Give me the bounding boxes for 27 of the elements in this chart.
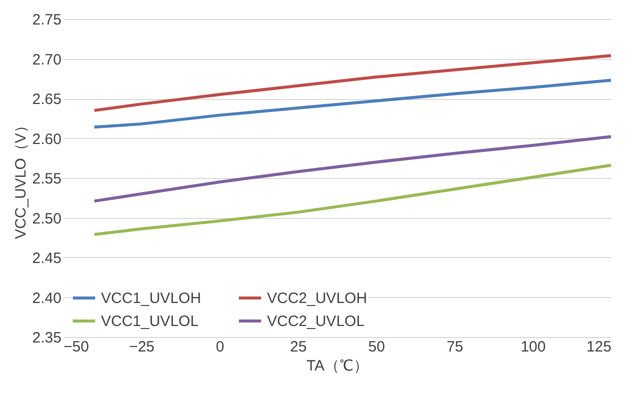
x-tick-label: −25 xyxy=(129,338,155,356)
x-tick-label: 25 xyxy=(290,338,307,356)
y-tick-label: 2.65 xyxy=(32,91,62,108)
y-tick-label: 2.50 xyxy=(32,210,62,228)
x-tick-label: −50 xyxy=(64,338,89,356)
legend-label: VCC2_UVLOL xyxy=(267,313,365,330)
y-tick-label: 2.45 xyxy=(32,250,62,267)
x-tick-label: 75 xyxy=(446,338,464,356)
y-axis-title: VCC_UVLO（V） xyxy=(12,118,30,239)
x-axis-title: TA（℃） xyxy=(306,358,369,374)
x-tick-label: 100 xyxy=(520,338,546,356)
y-tick-label: 2.35 xyxy=(32,330,62,346)
legend-label: VCC1_UVLOL xyxy=(101,313,199,330)
line-series xyxy=(92,164,612,236)
y-tick-label: 2.55 xyxy=(32,170,62,188)
legend-label: VCC1_UVLOH xyxy=(101,290,202,307)
y-tick-label: 2.75 xyxy=(32,12,62,28)
line-series xyxy=(92,135,612,203)
y-tick-label: 2.60 xyxy=(32,130,62,148)
line-series xyxy=(92,54,612,112)
y-tick-label: 2.70 xyxy=(32,51,62,68)
x-tick-label: 0 xyxy=(216,338,224,356)
x-tick-label: 125 xyxy=(586,338,612,356)
line-series xyxy=(92,78,612,129)
legend-label: VCC2_UVLOH xyxy=(267,290,368,307)
x-tick-label: 50 xyxy=(368,338,385,356)
y-tick-label: 2.40 xyxy=(32,290,62,307)
